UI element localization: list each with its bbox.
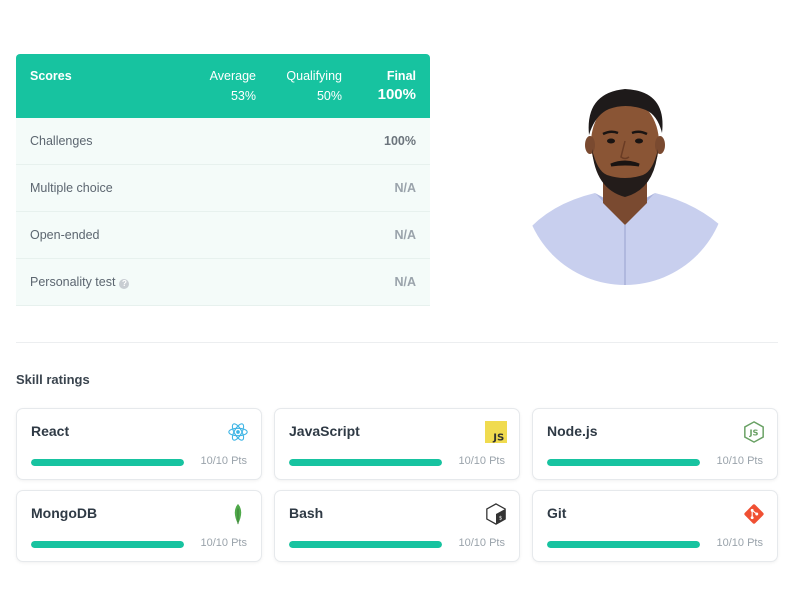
score-row-challenges: Challenges 100% <box>16 118 430 165</box>
skill-progress-bar <box>289 459 442 466</box>
skill-name: Git <box>547 505 567 521</box>
qualifying-label: Qualifying <box>286 69 342 83</box>
final-value: 100% <box>377 86 416 103</box>
score-row-personality-test: Personality test? N/A <box>16 259 430 306</box>
qualifying-value: 50% <box>316 89 342 103</box>
average-value: 53% <box>230 89 256 103</box>
skill-progress-fill <box>31 459 184 466</box>
score-row-label: Multiple choice <box>30 181 113 195</box>
skill-ratings-title: Skill ratings <box>16 372 90 387</box>
score-row-value: N/A <box>394 275 416 289</box>
skill-card-javascript: JavaScript JS 10/10 Pts <box>274 408 520 480</box>
skill-name: Bash <box>289 505 324 521</box>
react-icon <box>228 423 248 441</box>
score-row-open-ended: Open-ended N/A <box>16 212 430 259</box>
bash-icon: $ <box>486 503 506 525</box>
average-column: Average 53% <box>210 69 256 103</box>
score-row-value: 100% <box>384 134 416 148</box>
skill-progress-bar <box>31 541 184 548</box>
skill-points: 10/10 Pts <box>458 537 505 549</box>
skill-points: 10/10 Pts <box>200 455 247 467</box>
skill-progress-bar <box>547 541 700 548</box>
skill-progress-fill <box>31 541 184 548</box>
nodejs-icon: JS <box>744 421 764 443</box>
score-row-label: Challenges <box>30 134 93 148</box>
skill-name: Node.js <box>547 423 598 439</box>
skill-name: React <box>31 423 70 439</box>
skill-progress-fill <box>547 459 700 466</box>
svg-text:JS: JS <box>492 432 504 443</box>
skill-card-react: React 10/10 Pts <box>16 408 262 480</box>
skill-progress-bar <box>289 541 442 548</box>
skill-progress-fill <box>289 459 442 466</box>
scores-title: Scores <box>30 69 72 83</box>
score-row-multiple-choice: Multiple choice N/A <box>16 165 430 212</box>
skill-progress-bar <box>547 459 700 466</box>
skill-name: JavaScript <box>289 423 360 439</box>
score-row-value: N/A <box>394 228 416 242</box>
final-column: Final 100% <box>378 69 416 103</box>
scores-header: Scores Average 53% Qualifying 50% Final … <box>16 54 430 118</box>
skill-progress-bar <box>31 459 184 466</box>
final-label: Final <box>386 69 416 83</box>
score-row-label: Open-ended <box>30 228 100 242</box>
svg-text:JS: JS <box>748 428 758 438</box>
section-divider <box>16 342 778 343</box>
svg-text:$: $ <box>499 516 502 522</box>
skill-points: 10/10 Pts <box>716 455 763 467</box>
skill-points: 10/10 Pts <box>458 455 505 467</box>
skill-card-mongodb: MongoDB 10/10 Pts <box>16 490 262 562</box>
scores-table: Scores Average 53% Qualifying 50% Final … <box>16 54 430 306</box>
skill-card-bash: Bash $ 10/10 Pts <box>274 490 520 562</box>
skill-points: 10/10 Pts <box>716 537 763 549</box>
javascript-icon: JS <box>485 421 507 443</box>
score-row-value: N/A <box>394 181 416 195</box>
skill-progress-fill <box>289 541 442 548</box>
skill-card-nodejs: Node.js JS 10/10 Pts <box>532 408 778 480</box>
help-icon[interactable]: ? <box>119 279 130 289</box>
personality-test-label: Personality test <box>30 275 116 289</box>
qualifying-column: Qualifying 50% <box>286 69 342 103</box>
avatar <box>525 89 727 285</box>
score-row-label: Personality test? <box>30 275 130 289</box>
average-label: Average <box>209 69 256 83</box>
skill-progress-fill <box>547 541 700 548</box>
skill-name: MongoDB <box>31 505 98 521</box>
skill-card-git: Git 10/10 Pts <box>532 490 778 562</box>
skill-points: 10/10 Pts <box>200 537 247 549</box>
mongodb-icon <box>234 503 242 525</box>
git-icon <box>744 504 764 524</box>
